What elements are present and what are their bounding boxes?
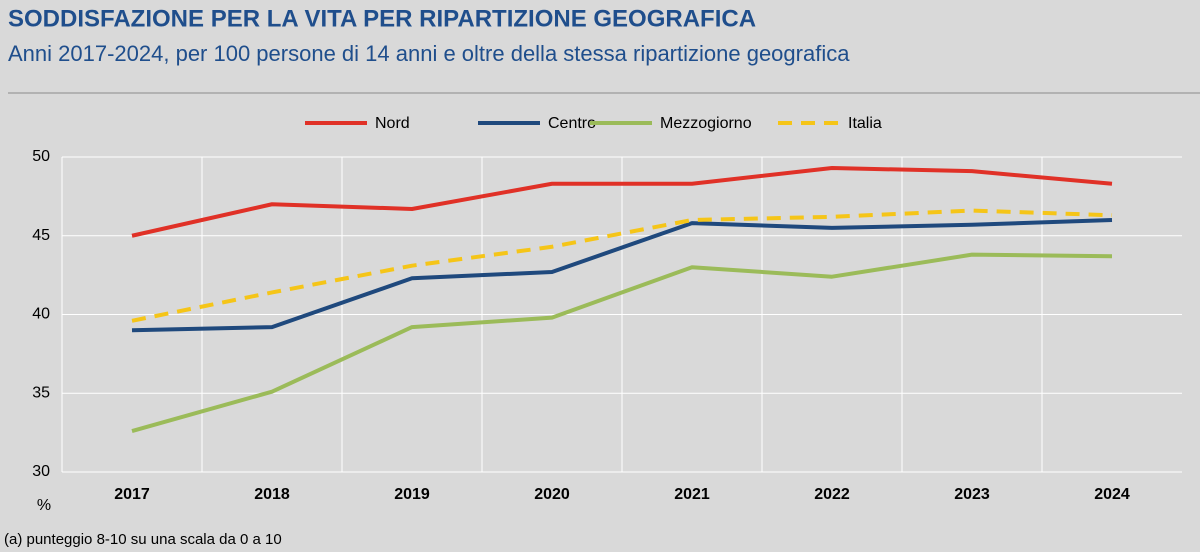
legend-label: Centro [548, 115, 596, 132]
x-tick-label: 2017 [114, 486, 150, 503]
x-tick-label: 2020 [534, 486, 570, 503]
y-tick-label: 45 [32, 227, 50, 244]
y-tick-label: 35 [32, 384, 50, 401]
y-tick-label: 40 [32, 306, 50, 323]
y-tick-label: 50 [32, 148, 50, 165]
chart-title: SODDISFAZIONE PER LA VITA PER RIPARTIZIO… [8, 5, 756, 32]
x-tick-label: 2018 [254, 486, 290, 503]
x-tick-label: 2022 [814, 486, 850, 503]
series-line [131, 252, 1113, 433]
legend-label: Italia [848, 115, 882, 132]
y-axis-label: % [37, 497, 51, 514]
footnote: (a) punteggio 8-10 su una scala da 0 a 1… [4, 531, 282, 548]
legend-label: Mezzogiorno [660, 115, 752, 132]
x-tick-label: 2024 [1094, 486, 1130, 503]
x-tick-label: 2021 [674, 486, 710, 503]
legend-label: Nord [375, 115, 410, 132]
y-tick-label: 30 [32, 463, 50, 480]
series-line [131, 166, 1113, 238]
x-tick-label: 2023 [954, 486, 990, 503]
chart-subtitle: Anni 2017-2024, per 100 persone di 14 an… [8, 41, 850, 66]
series-line [131, 218, 1113, 333]
x-tick-label: 2019 [394, 486, 430, 503]
series-line [131, 208, 1113, 323]
